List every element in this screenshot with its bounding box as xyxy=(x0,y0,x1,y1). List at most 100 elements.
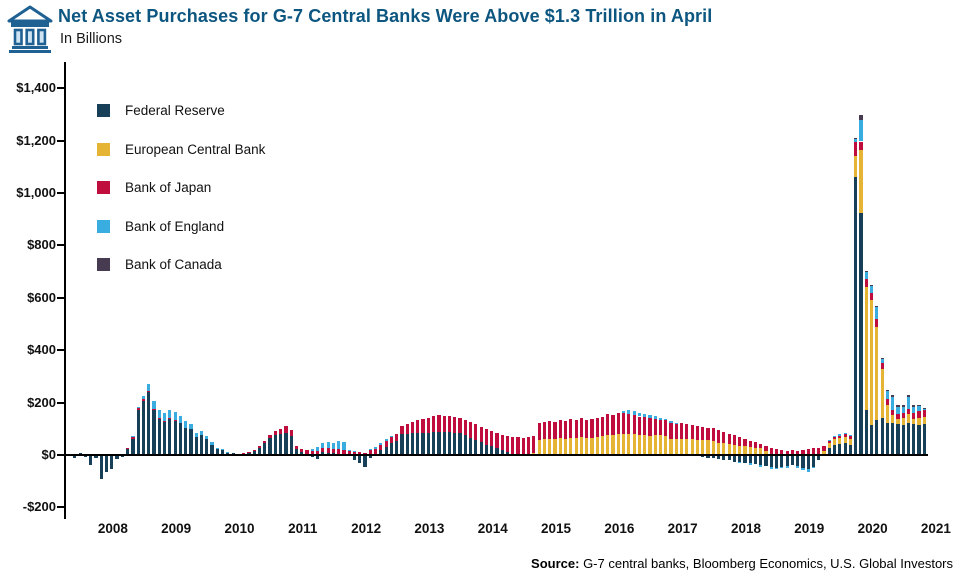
y-axis-tick xyxy=(57,401,64,404)
bar-2009-03-boe xyxy=(157,409,161,419)
bar-2019-02-boj xyxy=(785,451,789,455)
bar-2016-09-boe xyxy=(632,411,636,416)
bar-2017-09-boj xyxy=(695,425,700,440)
bar-2016-12-ecb xyxy=(648,435,652,455)
bar-2020-07-boe xyxy=(875,307,879,319)
bar-2016-10-ecb xyxy=(637,434,641,455)
bar-2007-11-fed xyxy=(73,455,77,458)
bar-2019-10-boe xyxy=(827,439,831,441)
bar-2018-11-boj xyxy=(769,447,773,454)
bar-2018-01-ecb xyxy=(716,442,721,455)
y-axis-tick xyxy=(57,349,64,352)
bar-2012-11-boj xyxy=(389,436,394,444)
bar-2013-10-fed xyxy=(447,431,452,455)
y-tick-label: $200 xyxy=(27,394,56,410)
bar-2021-02-boj xyxy=(912,412,916,420)
bar-2011-04-boj xyxy=(289,430,293,436)
bar-2018-05-boe xyxy=(738,462,742,464)
bar-2013-09-fed xyxy=(442,431,446,455)
bar-2013-04-boj xyxy=(416,420,420,433)
bar-2011-03-boj xyxy=(284,426,288,433)
bar-2011-07-boj xyxy=(305,450,309,454)
bar-2011-01-boj xyxy=(273,430,277,436)
bar-2013-07-boj xyxy=(432,416,436,432)
bar-2018-09-fed xyxy=(759,455,763,465)
bar-2020-12-ecb xyxy=(901,418,905,425)
bar-2017-12-fed xyxy=(711,455,715,459)
bar-2016-03-ecb xyxy=(600,436,605,455)
bar-2011-01-fed xyxy=(273,435,277,455)
bar-2019-06-boe xyxy=(806,469,810,472)
bar-2019-06-boj xyxy=(806,449,810,455)
bar-2015-07-ecb xyxy=(558,438,562,455)
bar-2015-10-ecb xyxy=(574,438,578,455)
bar-2018-07-fed xyxy=(748,455,752,464)
bar-2016-08-boj xyxy=(627,414,631,434)
bar-2018-11-fed xyxy=(769,455,773,467)
bar-2009-04-boj xyxy=(162,420,167,422)
bar-2008-09-boj xyxy=(126,448,130,450)
bar-2016-07-boe xyxy=(621,411,626,414)
bar-2008-06-fed xyxy=(110,455,114,470)
bar-2008-04-fed xyxy=(99,455,103,480)
x-tick-label-2008: 2008 xyxy=(97,521,128,536)
bar-2012-05-fed xyxy=(358,455,362,463)
bar-2012-08-boe xyxy=(374,447,378,450)
bar-2009-10-boe xyxy=(194,432,198,438)
legend-swatch-ecb xyxy=(97,142,110,156)
bar-2015-09-ecb xyxy=(569,437,573,455)
bar-2017-01-ecb xyxy=(653,434,657,455)
bar-2020-10-fed xyxy=(891,423,895,455)
bar-2019-02-boe xyxy=(785,465,789,469)
bar-2009-01-boe xyxy=(147,383,151,392)
bar-2020-01-ecb xyxy=(843,436,847,444)
bar-2019-11-boe xyxy=(833,435,837,437)
bar-2008-12-boj xyxy=(141,398,146,401)
bar-2014-08-fed xyxy=(500,449,504,455)
bar-2011-09-boe xyxy=(315,447,320,452)
bar-2017-07-boj xyxy=(685,424,689,440)
y-tick-label: $1,200 xyxy=(16,132,56,148)
y-tick-label: $800 xyxy=(27,237,56,253)
bar-2019-10-ecb xyxy=(827,443,831,449)
bar-2016-09-ecb xyxy=(632,434,636,455)
y-axis-tick xyxy=(57,87,64,90)
bar-2012-11-fed xyxy=(389,443,394,455)
bar-2018-12-boe xyxy=(774,467,779,470)
bar-2012-02-boj xyxy=(342,449,346,455)
bar-2020-01-fed xyxy=(843,443,847,455)
bar-2021-04-ecb xyxy=(922,417,926,424)
bar-2018-04-fed xyxy=(732,455,736,462)
bar-2012-07-boe xyxy=(368,449,372,451)
bar-2018-05-boj xyxy=(738,437,742,446)
bar-2013-12-boj xyxy=(458,417,462,433)
bar-2018-12-fed xyxy=(774,455,779,468)
bar-2020-12-boj xyxy=(901,413,905,419)
bar-2008-01-fed xyxy=(83,455,88,458)
bar-2016-08-ecb xyxy=(627,433,631,455)
bar-2020-05-fed xyxy=(864,409,868,455)
bar-2019-08-boj xyxy=(817,448,821,455)
bar-2008-09-fed xyxy=(126,449,130,455)
bar-2012-01-boe xyxy=(337,440,341,449)
bar-2008-11-boj xyxy=(136,407,140,411)
bar-2011-10-boj xyxy=(321,448,325,453)
bar-2010-03-fed xyxy=(221,450,225,455)
bar-2011-11-fed xyxy=(326,452,330,455)
bar-2017-01-boj xyxy=(653,418,657,435)
bar-2010-02-boe xyxy=(215,447,219,450)
bar-2016-07-boj xyxy=(621,413,626,434)
bar-2019-03-boj xyxy=(790,450,794,455)
bar-2016-08-boe xyxy=(627,410,631,415)
bar-2018-07-boe xyxy=(748,463,752,465)
bar-2012-08-boj xyxy=(374,449,378,455)
zero-baseline xyxy=(66,454,928,456)
bar-2021-03-fed xyxy=(917,424,921,455)
bar-2013-06-boj xyxy=(426,417,430,433)
x-tick-label-2014: 2014 xyxy=(477,521,508,536)
bar-2016-02-boj xyxy=(595,418,599,438)
bar-2017-03-boj xyxy=(664,420,668,436)
bar-2017-11-boj xyxy=(706,427,710,441)
bar-2020-06-boc xyxy=(869,284,874,286)
